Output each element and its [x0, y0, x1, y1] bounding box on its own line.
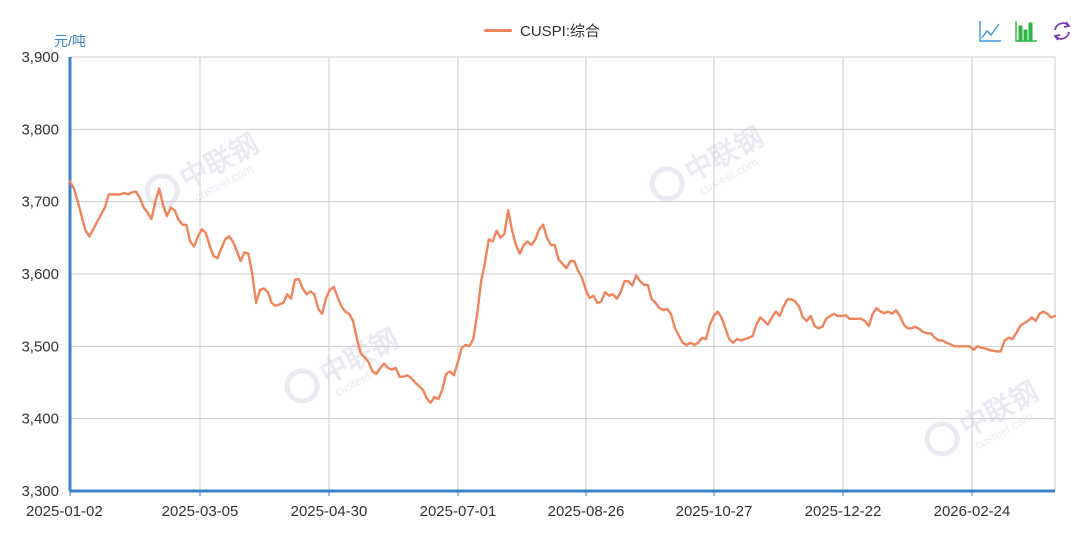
y-tick-label: 3,900: [21, 49, 59, 66]
legend[interactable]: CUSPI:综合: [484, 18, 600, 42]
series-line: [68, 180, 1057, 404]
legend-label: CUSPI:综合: [520, 22, 601, 40]
y-tick-label: 3,400: [21, 411, 59, 428]
y-tick-label: 3,300: [21, 483, 59, 500]
bar-chart-icon[interactable]: [1014, 18, 1038, 44]
x-tick-label: 2025-01-02: [26, 503, 103, 520]
y-tick-label: 3,700: [21, 194, 59, 211]
y-tick-label: 3,800: [21, 121, 59, 138]
legend-swatch: [484, 28, 512, 32]
y-tick-label: 3,600: [21, 266, 59, 283]
grid-lines: [70, 56, 1056, 491]
toolbox: [978, 18, 1074, 44]
series: [68, 180, 1057, 404]
x-tick-label: 2025-04-30: [291, 503, 368, 520]
x-tick-label: 2025-08-26: [548, 503, 625, 520]
x-tick-label: 2025-10-27: [676, 503, 753, 520]
line-chart-icon[interactable]: [978, 18, 1002, 44]
x-tick-label: 2025-03-05: [162, 503, 239, 520]
refresh-icon[interactable]: [1050, 18, 1074, 44]
y-tick-label: 3,500: [21, 338, 59, 355]
x-axis: 2025-01-02 2025-03-05 2025-04-30 2025-07-01…: [26, 489, 1055, 520]
watermark-logo-icon: [649, 166, 685, 202]
y-axis-label: 元/吨: [54, 33, 86, 49]
x-tick-label: 2026-02-24: [934, 503, 1011, 520]
x-tick-label: 2025-12-22: [805, 503, 882, 520]
watermark-logo-icon: [144, 173, 180, 209]
watermark-logo-icon: [284, 368, 320, 404]
x-tick-label: 2025-07-01: [420, 503, 497, 520]
watermark-logo-icon: [924, 421, 960, 457]
